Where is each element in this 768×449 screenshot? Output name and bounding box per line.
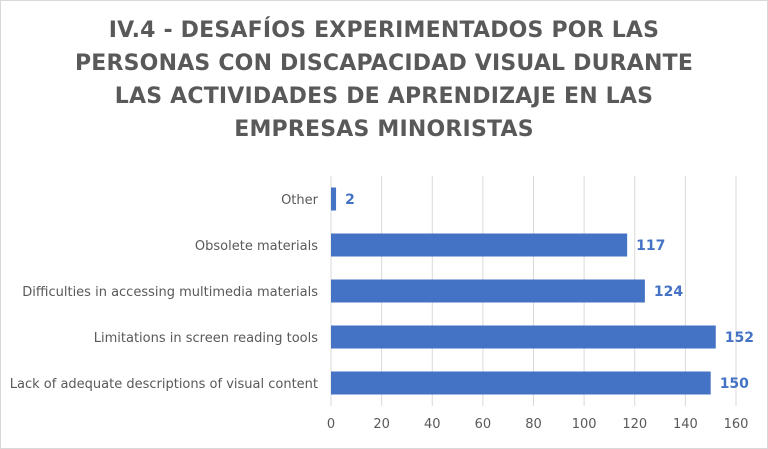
chart-title-line-2: PERSONAS CON DISCAPACIDAD VISUAL DURANTE	[74, 51, 694, 76]
bar	[331, 279, 645, 303]
data-label: 2	[345, 192, 355, 208]
x-tick-label: 160	[724, 417, 749, 432]
data-label: 124	[654, 284, 683, 300]
data-label: 152	[725, 330, 754, 346]
x-tick-label: 60	[475, 417, 492, 432]
chart-title-line-1: IV.4 - DESAFÍOS EXPERIMENTADOS POR LAS	[108, 18, 660, 43]
x-tick-label: 140	[673, 417, 698, 432]
category-label: Other	[281, 193, 319, 208]
bar	[331, 325, 716, 349]
category-label: Obsolete materials	[195, 239, 318, 254]
bar	[331, 187, 337, 211]
chart-title-line-4: EMPRESAS MINORISTAS	[234, 117, 534, 142]
bar	[331, 233, 628, 257]
bar	[331, 371, 711, 395]
chart-title-line-3: LAS ACTIVIDADES DE APRENDIZAJE EN LAS	[114, 84, 654, 109]
category-label: Limitations in screen reading tools	[94, 331, 318, 346]
category-label: Lack of adequate descriptions of visual …	[10, 377, 318, 392]
x-tick-label: 20	[373, 417, 390, 432]
x-tick-label: 120	[622, 417, 647, 432]
data-label: 150	[720, 376, 749, 392]
x-tick-label: 100	[572, 417, 597, 432]
x-tick-label: 80	[525, 417, 542, 432]
x-tick-label: 0	[327, 417, 335, 432]
data-label: 117	[636, 238, 665, 254]
category-label: Difficulties in accessing multimedia mat…	[22, 285, 318, 300]
x-tick-label: 40	[424, 417, 441, 432]
